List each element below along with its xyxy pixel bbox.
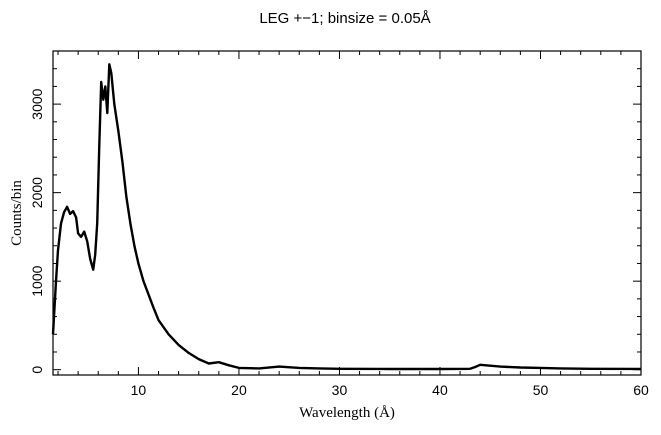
x-tick-label: 50 — [533, 382, 549, 398]
x-axis-label: Wavelength (Å) — [299, 405, 395, 421]
chart-title: LEG +−1; binsize = 0.05Å — [259, 10, 430, 27]
ticks-layer: 10 20 30 40 50 60 0 1000 2000 3000 — [29, 51, 649, 398]
x-tick-label: 30 — [332, 382, 348, 398]
x-tick-label: 10 — [131, 382, 147, 398]
plot-frame — [52, 50, 642, 376]
series-line — [51, 63, 642, 371]
y-tick-label: 0 — [29, 366, 45, 374]
x-tick-label: 40 — [432, 382, 448, 398]
y-tick-label: 1000 — [29, 265, 45, 296]
y-tick-label: 2000 — [29, 177, 45, 208]
x-tick-label: 20 — [231, 382, 247, 398]
x-tick-label: 60 — [633, 382, 649, 398]
y-tick-label: 3000 — [29, 88, 45, 119]
y-axis-label: Counts/bin — [9, 180, 25, 246]
